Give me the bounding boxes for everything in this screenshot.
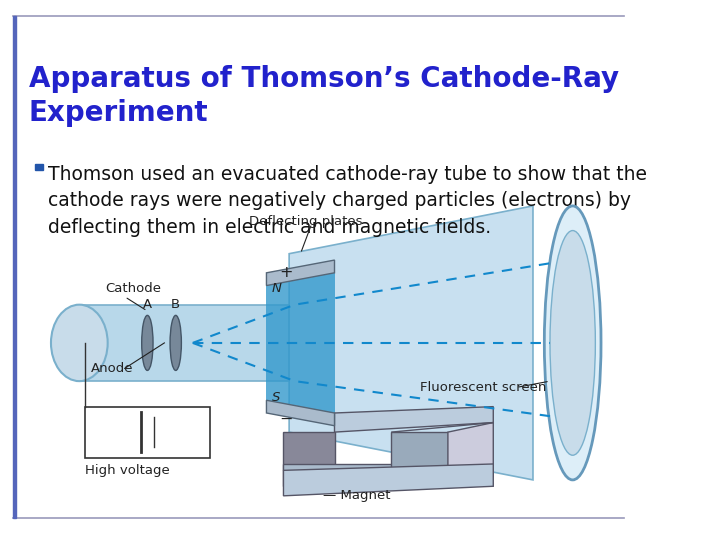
Polygon shape: [284, 464, 448, 486]
Text: High voltage: High voltage: [85, 464, 170, 477]
Ellipse shape: [550, 231, 595, 455]
Bar: [85, 407, 210, 457]
Polygon shape: [391, 422, 493, 432]
Bar: [35, 164, 42, 170]
Ellipse shape: [51, 305, 108, 381]
Polygon shape: [79, 305, 289, 381]
Text: — Magnet: — Magnet: [323, 489, 391, 502]
Text: Cathode: Cathode: [105, 282, 161, 295]
Text: A: A: [143, 298, 152, 311]
Text: Thomson used an evacuated cathode-ray tube to show that the
cathode rays were ne: Thomson used an evacuated cathode-ray tu…: [48, 165, 647, 237]
Bar: [13, 16, 16, 518]
Polygon shape: [284, 464, 493, 496]
Text: Deflecting plates: Deflecting plates: [249, 215, 363, 228]
Ellipse shape: [142, 315, 153, 370]
Polygon shape: [266, 273, 335, 413]
Text: S: S: [272, 390, 281, 403]
Text: −: −: [279, 412, 293, 427]
Ellipse shape: [544, 206, 601, 480]
Ellipse shape: [170, 315, 181, 370]
Text: B: B: [171, 298, 180, 311]
Text: +: +: [279, 265, 293, 280]
Polygon shape: [391, 432, 448, 486]
Polygon shape: [335, 407, 493, 432]
Text: N: N: [272, 282, 282, 295]
Polygon shape: [448, 422, 493, 486]
Text: Anode: Anode: [91, 362, 133, 375]
Text: Apparatus of Thomson’s Cathode-Ray
Experiment: Apparatus of Thomson’s Cathode-Ray Exper…: [29, 65, 618, 127]
Polygon shape: [266, 260, 335, 286]
Text: Fluorescent screen: Fluorescent screen: [420, 381, 546, 394]
Polygon shape: [266, 400, 335, 426]
Polygon shape: [284, 432, 335, 470]
Polygon shape: [289, 206, 533, 480]
